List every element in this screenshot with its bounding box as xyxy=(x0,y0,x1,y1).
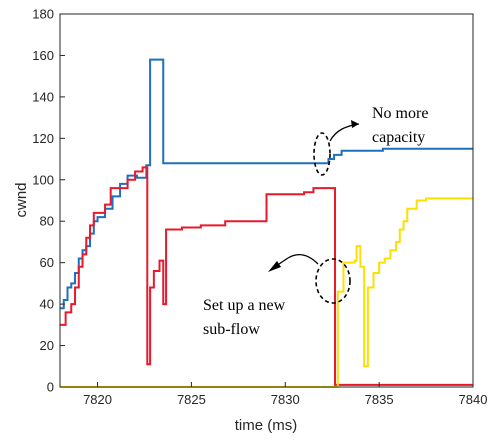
y-tick-label: 140 xyxy=(32,89,54,104)
x-tick-label: 7825 xyxy=(177,392,206,407)
plot-frame xyxy=(59,13,474,388)
annotation-text-line1: No more xyxy=(372,105,428,122)
annotation-no-more-capacity: No more capacity xyxy=(313,105,428,176)
y-tick-label: 100 xyxy=(32,172,54,187)
annotation-new-subflow: Set up a new sub-flow xyxy=(203,253,351,338)
x-tick-label: 7830 xyxy=(271,392,300,407)
annotation-text-line2: sub-flow xyxy=(203,321,260,338)
y-tick-label: 160 xyxy=(32,48,54,63)
series-line-2 xyxy=(60,197,473,388)
y-tick-label: 180 xyxy=(32,7,54,22)
annotation-text-line2: capacity xyxy=(372,129,425,146)
annotation-arrow-tail xyxy=(271,257,289,270)
series-layer xyxy=(60,58,473,388)
y-tick-label: 60 xyxy=(40,255,54,270)
y-tick-label: 80 xyxy=(40,214,54,229)
annotation-arrowhead xyxy=(351,120,359,128)
series-line-0 xyxy=(60,58,473,310)
annotation-ellipse xyxy=(313,132,331,176)
y-tick-label: 0 xyxy=(47,380,54,395)
annotation-arrow xyxy=(287,253,319,265)
y-tick-label: 120 xyxy=(32,131,54,146)
annotation-text-line1: Set up a new xyxy=(203,297,286,314)
series-line-1 xyxy=(60,166,473,386)
y-axis-label: cwnd xyxy=(13,182,30,217)
annotation-ellipse xyxy=(315,258,351,304)
y-tick-label: 40 xyxy=(40,297,54,312)
x-tick-label: 7820 xyxy=(83,392,112,407)
x-axis-label: time (ms) xyxy=(235,417,298,434)
x-tick-label: 7835 xyxy=(365,392,394,407)
x-tick-label: 7840 xyxy=(459,392,488,407)
ticks-layer: 7820 7825 7830 7835 7840 0 20 40 60 80 100 120 140 16… xyxy=(32,7,487,408)
y-tick-label: 20 xyxy=(40,338,54,353)
